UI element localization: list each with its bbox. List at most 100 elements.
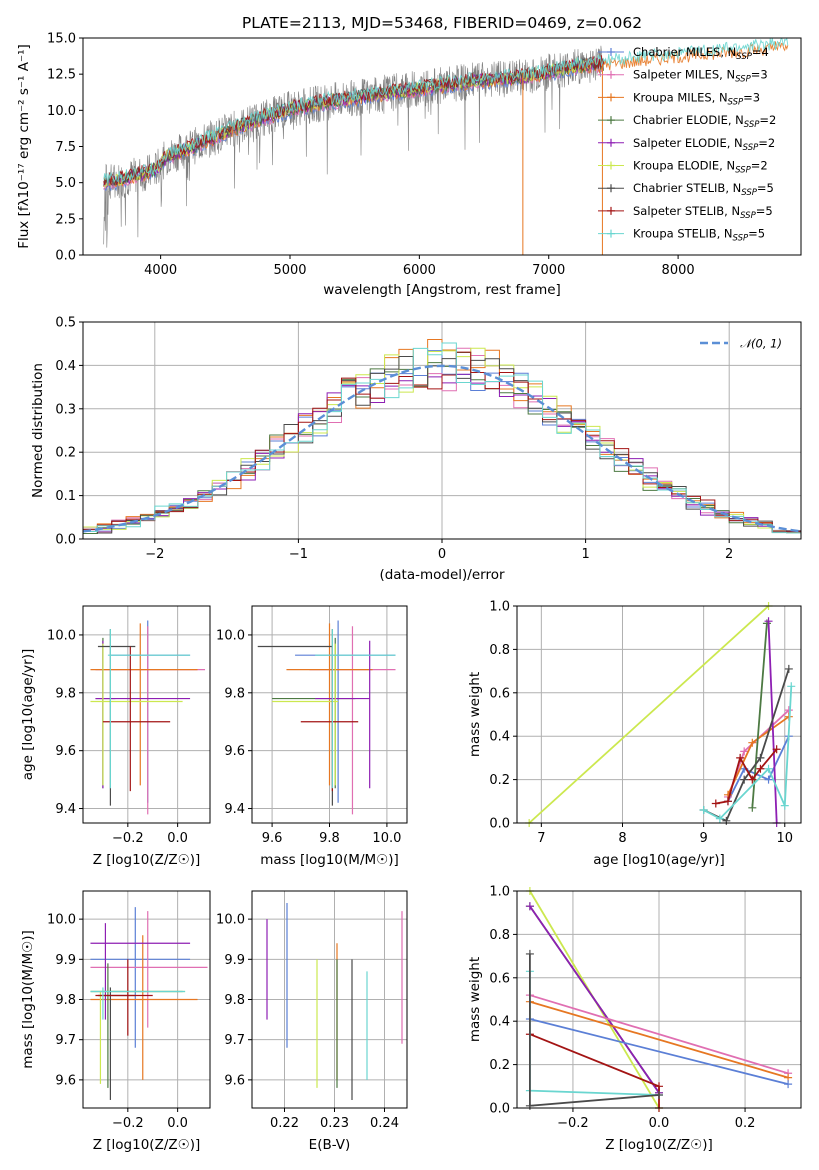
y-tick-label: 12.5 [47,68,76,83]
legend-subscript: SSP [741,188,757,198]
x-axis-label: age [log10(age/yr)] [593,852,725,868]
x-tick-label: 5000 [273,263,306,278]
legend-text: =3 [751,68,768,82]
series-line-kroupa_elodie [528,605,770,824]
x-tick-label: 4000 [144,263,177,278]
x-tick-label: 9.8 [319,831,340,846]
x-tick-label: −0.2 [112,1116,144,1131]
y-tick-label: 0.8 [489,928,510,943]
panel-massweight_vs_age: 7 8 9 10 0.0 0.2 0.4 0.6 0.8 1.0 age [log10(age/yr… [467,600,802,868]
x-tick-label: −0.2 [112,831,144,846]
axes-frame [251,890,408,1109]
plus-marker [780,801,789,810]
plus-marker [748,738,757,747]
x-tick-label: 0.23 [320,1116,349,1131]
axes-frame [82,605,211,824]
panel-spectrum: 4000 5000 6000 7000 8000 0.0 2.5 5.0 7.5 10.0 12.5… [16,14,802,298]
x-tick-label: 0.22 [270,1116,299,1131]
legend-subscript: SSP [733,234,749,244]
legend-entry: Kroupa ELODIE, NSSP=2 [633,159,768,176]
y-tick-label: 7.5 [55,140,76,155]
y-axis-label: mass [log10(M/M☉)] [20,930,36,1069]
y-tick-label: 1.0 [489,600,510,615]
legend-entry: Salpeter STELIB, NSSP=5 [633,204,773,221]
y-tick-label: 2.5 [55,212,76,227]
y-tick-label: 0.2 [55,446,76,461]
plus-marker [748,803,757,812]
x-tick-label: 0 [438,547,446,562]
series-line-salpeter_elodie [529,905,660,1094]
plot-area [525,887,793,1112]
legend-text: =2 [759,113,776,127]
legend-text: =5 [748,227,765,241]
legend-text: =5 [756,204,773,218]
plot-area [90,907,208,1100]
y-tick-label: 9.7 [55,1033,76,1048]
plot-area [90,620,206,815]
y-tick-label: 0.2 [489,1058,510,1073]
legend-text: =3 [743,90,760,104]
plus-marker [699,805,708,814]
plus-marker [764,617,773,626]
y-tick-label: 0.0 [489,1102,510,1117]
y-tick-label: 0.6 [489,971,510,986]
plus-marker [607,184,615,193]
plus-marker [723,797,732,806]
y-tick-label: 9.9 [55,953,76,968]
plus-marker [655,1090,663,1099]
x-tick-label: 9.6 [262,831,283,846]
x-axis-label: Z [log10(Z/Z☉)] [93,1137,201,1153]
plus-marker [607,206,615,215]
x-tick-label: 0.0 [167,1116,188,1131]
plot-area [525,602,796,827]
legend-text: Chabrier MILES, N [633,45,736,59]
x-tick-label: 6000 [403,263,436,278]
plus-marker [607,93,615,102]
legend-entry: 𝒩(0, 1) [740,337,782,351]
y-tick-label: 9.6 [55,744,76,759]
x-tick-label: −1 [289,547,308,562]
y-tick-label: 0.4 [489,1015,510,1030]
plus-marker [740,775,749,784]
y-tick-label: 9.6 [224,744,245,759]
plus-marker [787,682,796,691]
y-tick-label: 0.0 [55,249,76,264]
x-tick-label: 0.24 [370,1116,399,1131]
x-tick-label: 10 [776,831,793,846]
y-tick-label: 9.4 [55,802,76,817]
plus-marker [756,764,765,773]
panel-residuals: −2 −1 0 1 2 0.0 0.1 0.2 0.3 0.4 0.5 𝒩(0, 1) (data-mo… [30,316,802,583]
y-tick-label: 0.5 [55,316,76,331]
y-tick-label: 10.0 [216,913,245,928]
series-line-chabrier_miles [529,1018,789,1085]
y-tick-label: 9.7 [224,1033,245,1048]
y-tick-label: 0.0 [489,817,510,832]
plus-marker [525,902,534,911]
x-axis-label: Z [log10(Z/Z☉)] [93,852,201,868]
y-axis-label: mass weight [467,672,483,757]
x-tick-label: 7000 [532,263,565,278]
panel-mass_vs_Z: −0.2 0.0 9.6 9.7 9.8 9.9 10.0 Z [log10(Z/Z☉)] ma… [20,890,211,1153]
y-tick-label: 10.0 [47,104,76,119]
panel-age_vs_Z: −0.2 0.0 9.4 9.6 9.8 10.0 Z [log10(Z/Z☉)] age [… [20,605,211,868]
y-axis-label: mass weight [467,957,483,1042]
model-line-chabrier_stelib [103,56,605,187]
legend-text: Salpeter STELIB, N [633,204,740,218]
normal-curve [83,364,801,533]
y-tick-label: 0.0 [55,533,76,548]
legend-entry: Chabrier ELODIE, NSSP=2 [633,113,776,130]
y-tick-label: 9.6 [224,1073,245,1088]
legend-subscript: SSP [735,75,751,85]
axes-frame [82,37,802,256]
legend-text: Kroupa STELIB, N [633,227,733,241]
y-tick-label: 0.8 [489,643,510,658]
x-tick-label: 8 [618,831,626,846]
plus-marker [607,161,615,170]
legend-subscript: SSP [736,52,752,62]
panel-massweight_vs_Z: −0.2 0.0 0.2 0.0 0.2 0.4 0.6 0.8 1.0 Z [log10(Z/Z… [467,885,802,1153]
legend-text: Kroupa MILES, N [633,90,728,104]
plus-marker [607,116,615,125]
y-tick-label: 9.8 [224,686,245,701]
axes-frame [251,605,408,824]
y-tick-label: 9.4 [224,802,245,817]
